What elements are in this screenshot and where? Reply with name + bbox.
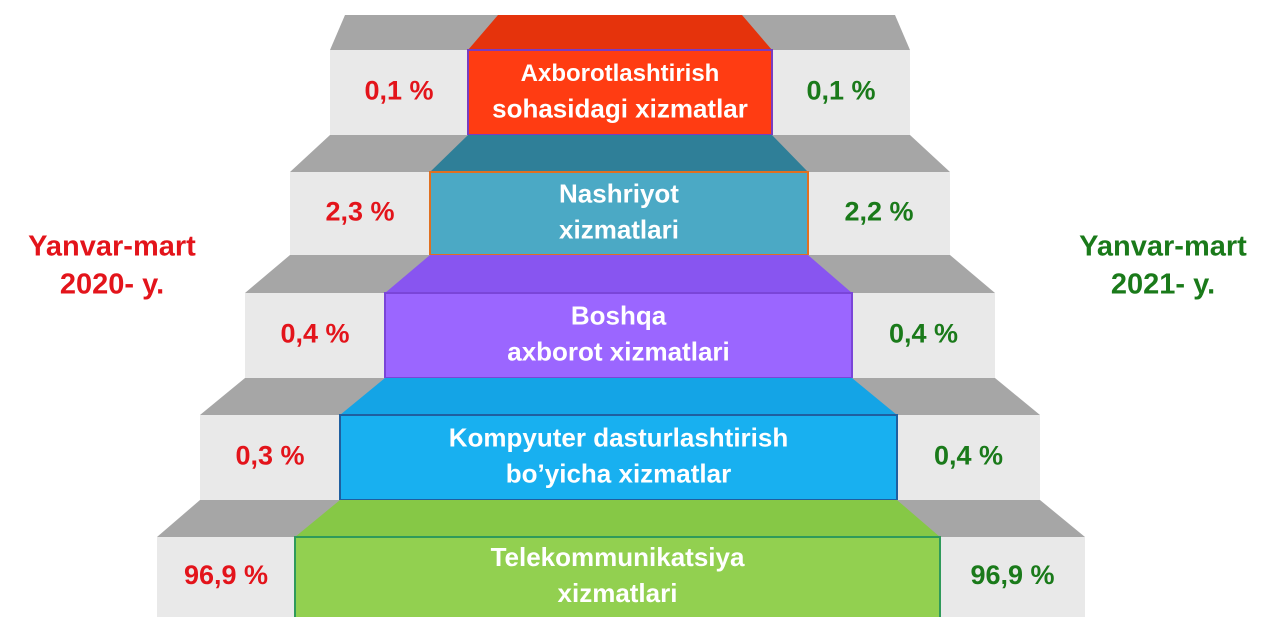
left-value: 0,4 % [280,319,349,349]
right-value: 0,4 % [934,441,1003,471]
right-label: 2021- y. [1111,269,1215,301]
step-top-center [385,255,852,293]
tier-label: xizmatlari [558,578,678,608]
tier-label: bo’yicha xizmatlar [506,458,731,488]
step-center [429,171,809,256]
right-period: Yanvar-mart 2021- y. [1079,231,1247,301]
tier-label: sohasidagi xizmatlar [492,93,748,123]
left-label: 2020- y. [60,269,164,301]
tier-label: Boshqa [571,300,667,330]
step-center [339,414,898,501]
step-top-center [430,135,808,172]
step-top-center [295,500,940,537]
right-value: 2,2 % [844,197,913,227]
tier-label: Telekommunikatsiya [491,542,745,572]
right-label: Yanvar-mart [1079,231,1247,263]
step-center [467,49,773,136]
tier-label: Nashriyot [559,178,679,208]
left-value: 2,3 % [325,197,394,227]
left-value: 0,1 % [364,76,433,106]
tier-label: axborot xizmatlari [507,336,730,366]
step-center [294,536,941,617]
right-value: 0,1 % [806,76,875,106]
tier-label: Axborotlashtirish [521,60,720,87]
left-period: Yanvar-mart 2020- y. [28,231,196,301]
step-center [384,292,853,379]
left-label: Yanvar-mart [28,231,196,263]
step-top-center [468,15,772,50]
right-value: 96,9 % [970,560,1054,590]
left-value: 96,9 % [184,560,268,590]
tier-label: Kompyuter dasturlashtirish [449,422,789,452]
tier-label: xizmatlari [559,214,679,244]
right-value: 0,4 % [889,319,958,349]
left-value: 0,3 % [235,441,304,471]
step-top-center [340,378,897,415]
